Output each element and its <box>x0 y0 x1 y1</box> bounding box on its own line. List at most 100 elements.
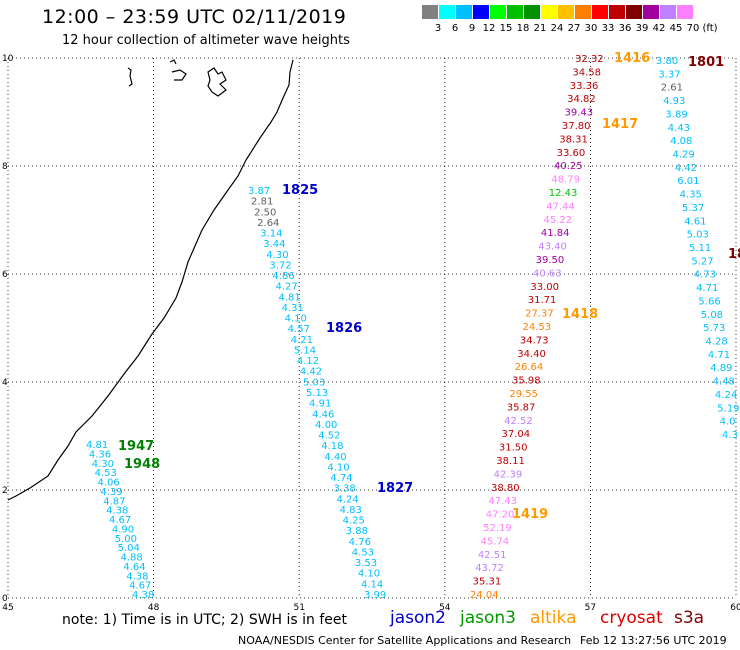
legend-label: 27 <box>567 23 581 34</box>
legend-label: 21 <box>533 23 547 34</box>
swh-value-jason2: 2.64 <box>257 218 279 229</box>
swh-value-altika: 24.53 <box>523 322 552 333</box>
swh-value-altika: 40.63 <box>533 268 562 279</box>
legend-label: 70 <box>686 23 700 34</box>
swh-value-altika: 39.50 <box>536 255 565 266</box>
swh-value-s3a: 5.37 <box>682 203 704 214</box>
legend-label: 42 <box>652 23 666 34</box>
swh-value-jason2: 5.14 <box>294 345 316 356</box>
swh-value-altika: 33.60 <box>557 148 586 159</box>
swh-value-jason2: 3.14 <box>260 229 282 240</box>
swh-value-jason2: 4.40 <box>324 452 346 463</box>
legend-label: 24 <box>550 23 564 34</box>
pass-label: 1417 <box>602 117 638 132</box>
swh-value-jason2: 4.12 <box>297 356 319 367</box>
swh-value-jason2: 3.38 <box>333 484 355 495</box>
y-tick-label: 10 <box>2 54 14 64</box>
swh-value-jason2: 4.00 <box>315 420 337 431</box>
swh-value-jason3: 4.81 <box>86 440 108 451</box>
pass-label: 1419 <box>512 507 548 522</box>
y-tick-label: 4 <box>2 378 8 388</box>
swh-value-jason3: 5.04 <box>118 543 140 554</box>
y-tick-label: 0 <box>2 594 8 604</box>
swh-value-altika: 47.44 <box>546 201 575 212</box>
swh-value-jason2: 4.86 <box>272 271 294 282</box>
swh-value-altika: 42.52 <box>504 416 533 427</box>
coastline-path <box>7 59 294 501</box>
swh-value-altika: 40.25 <box>554 161 583 172</box>
legend-swatch <box>626 5 642 19</box>
legend-swatch <box>592 5 608 19</box>
swh-value-s3a: 4.24 <box>715 390 737 401</box>
swh-value-altika: 24.04 <box>470 590 499 601</box>
swh-value-jason2: 2.50 <box>254 207 276 218</box>
pass-label: 1825 <box>282 183 318 198</box>
swh-value-jason2: 4.30 <box>266 250 288 261</box>
swh-value-s3a: 4.48 <box>713 377 735 388</box>
x-tick-label: 57 <box>585 603 596 613</box>
swh-value-s3a: 4.43 <box>668 123 690 134</box>
swh-value-jason2: 3.72 <box>269 260 291 271</box>
swh-value-s3a: 5.27 <box>691 256 713 267</box>
swh-value-altika: 34.58 <box>572 67 601 78</box>
satellite-s3a: s3a <box>674 608 705 628</box>
island-3 <box>207 67 227 97</box>
swh-value-altika: 31.71 <box>528 295 557 306</box>
legend-swatch <box>694 5 710 19</box>
swh-value-jason2: 4.83 <box>340 505 362 516</box>
swh-value-s3a: 4.89 <box>710 363 732 374</box>
swh-value-jason2: 3.44 <box>263 239 285 250</box>
legend-label: (ft) <box>702 23 718 34</box>
swh-value-jason2: 4.57 <box>288 324 310 335</box>
legend-label: 18 <box>516 23 530 34</box>
x-tick-label: 45 <box>2 603 13 613</box>
swh-value-s3a: 4.28 <box>706 337 728 348</box>
legend-label: 45 <box>669 23 683 34</box>
swh-value-s3a: 4.61 <box>684 216 706 227</box>
altimeter-tracks: 3.872.812.502.643.143.444.303.724.864.27… <box>86 51 740 601</box>
swh-value-altika: 38.11 <box>496 456 525 467</box>
swh-value-jason3: 4.36 <box>89 449 111 460</box>
legend-swatch <box>575 5 591 19</box>
pass-label: 1827 <box>377 481 413 496</box>
map-title: 12:00 – 23:59 UTC 02/11/2019 <box>42 6 347 28</box>
swh-value-jason2: 4.10 <box>327 462 349 473</box>
coastline <box>7 59 294 501</box>
satellite-cryosat: cryosat <box>600 608 663 628</box>
swh-value-jason3: 4.53 <box>95 468 117 479</box>
legend-swatch <box>558 5 574 19</box>
swh-value-s3a: 4.29 <box>673 150 695 161</box>
swh-value-s3a: 4.0 <box>720 417 736 428</box>
swh-value-altika: 43.72 <box>475 563 504 574</box>
swh-value-s3a: 4.42 <box>675 163 697 174</box>
legend-swatch <box>609 5 625 19</box>
footnote: note: 1) Time is in UTC; 2) SWH is in fe… <box>62 612 348 628</box>
swh-value-jason3: 4.38 <box>132 590 154 601</box>
swh-value-altika: 41.84 <box>541 228 570 239</box>
satellite-jason2: jason2 <box>390 608 446 628</box>
swh-value-jason2: 4.74 <box>330 473 352 484</box>
legend-swatch <box>677 5 693 19</box>
swh-value-jason3: 4.88 <box>121 553 143 564</box>
legend-label: 30 <box>584 23 598 34</box>
x-tick-label: 54 <box>439 603 451 613</box>
legend-swatch <box>490 5 506 19</box>
swh-value-altika: 26.64 <box>515 362 544 373</box>
generated-timestamp: Feb 12 13:27:56 UTC 2019 <box>580 634 727 647</box>
pass-label: 18 <box>728 247 740 262</box>
legend-label: 12 <box>482 23 496 34</box>
satellite-altika: altika <box>530 608 577 628</box>
legend-label: 36 <box>618 23 632 34</box>
swh-value-jason3: 5.00 <box>115 534 137 545</box>
swh-value-altika: 35.87 <box>507 402 536 413</box>
swh-value-jason2: 3.99 <box>364 590 386 601</box>
swh-value-altika: 37.80 <box>562 121 591 132</box>
legend-label: 15 <box>499 23 513 34</box>
swh-value-jason3: 4.67 <box>109 515 131 526</box>
swh-value-s3a: 5.19 <box>717 403 739 414</box>
swh-value-jason2: 5.03 <box>303 377 325 388</box>
swh-value-s3a: 4.71 <box>708 350 730 361</box>
swh-value-s3a: 5.66 <box>698 296 720 307</box>
map-subtitle: 12 hour collection of altimeter wave hei… <box>62 33 350 48</box>
